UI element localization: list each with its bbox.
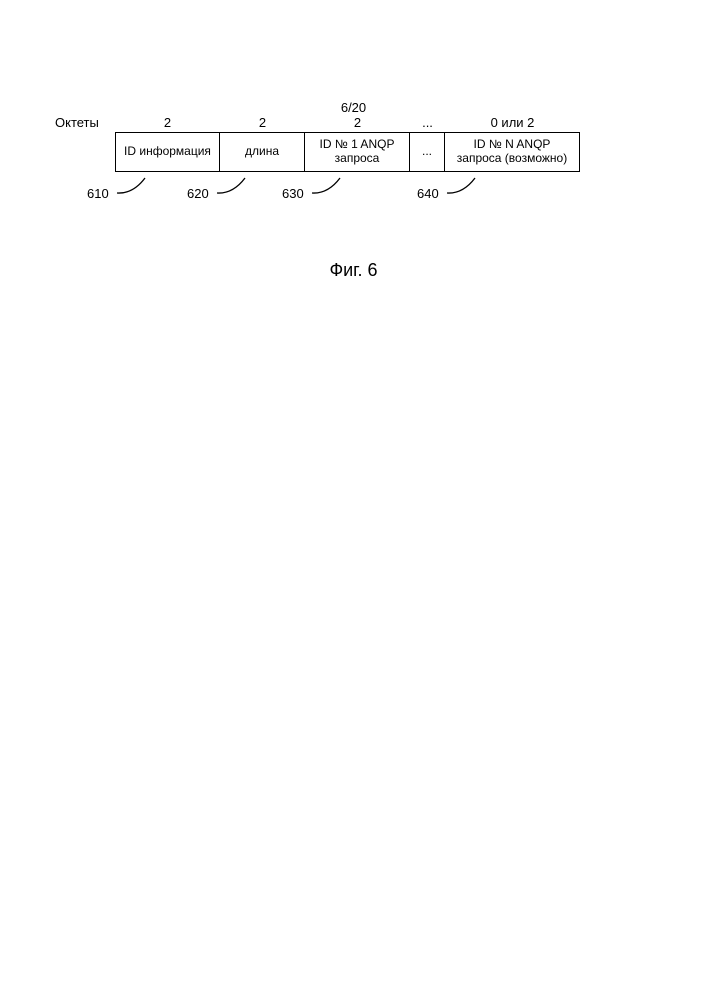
callout-curve-icon — [445, 176, 485, 198]
octet-header-row: Октеты 2 2 2 ... 0 или 2 — [55, 115, 655, 132]
ref-number: 620 — [187, 186, 209, 201]
reference-row: 610 620 630 640 — [115, 172, 655, 212]
field-box-anqp-n: ID № N ANQP запроса (возможно) — [445, 132, 580, 172]
ref-number: 640 — [417, 186, 439, 201]
field-box-id-info: ID информация — [115, 132, 220, 172]
callout-curve-icon — [310, 176, 350, 198]
field-box-ellipsis: ... — [410, 132, 445, 172]
field-header: 2 — [115, 115, 220, 132]
field-header: 2 — [220, 115, 305, 132]
field-box-length: длина — [220, 132, 305, 172]
field-header: 2 — [305, 115, 410, 132]
callout-curve-icon — [115, 176, 155, 198]
field-header: 0 или 2 — [445, 115, 580, 132]
field-box-anqp-1: ID № 1 ANQP запроса — [305, 132, 410, 172]
page-number: 6/20 — [0, 100, 707, 115]
octets-label: Октеты — [55, 115, 115, 132]
callout-curve-icon — [215, 176, 255, 198]
ref-number: 630 — [282, 186, 304, 201]
spacer — [55, 170, 115, 172]
figure-caption: Фиг. 6 — [0, 260, 707, 281]
field-box-row: ID информация длина ID № 1 ANQP запроса … — [55, 132, 655, 172]
field-header-ellipsis: ... — [410, 115, 445, 132]
page: 6/20 Октеты 2 2 2 ... 0 или 2 ID информа… — [0, 0, 707, 1000]
ref-number: 610 — [87, 186, 109, 201]
field-structure-diagram: Октеты 2 2 2 ... 0 или 2 ID информация д… — [55, 115, 655, 212]
